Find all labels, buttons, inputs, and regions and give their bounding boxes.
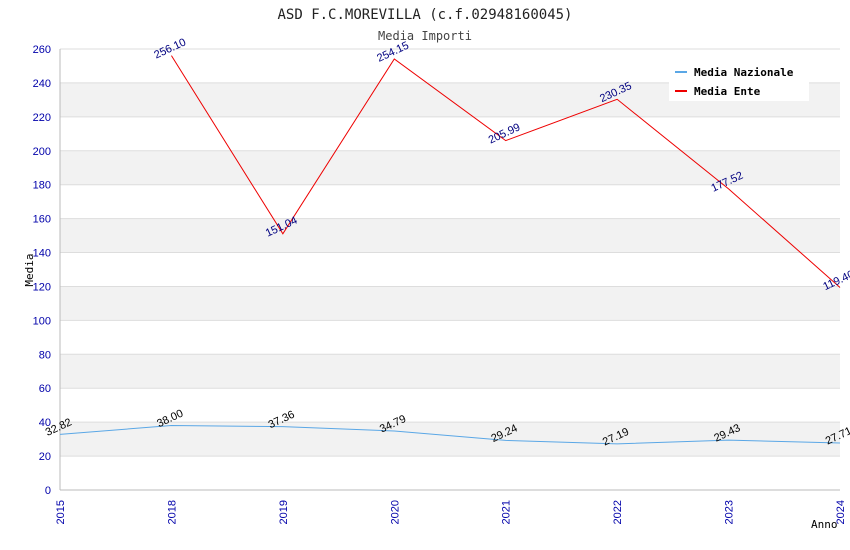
y-tick-label: 180 bbox=[33, 180, 51, 192]
y-tick-label: 260 bbox=[33, 44, 51, 56]
y-tick-label: 100 bbox=[33, 315, 51, 327]
plot-band bbox=[60, 354, 840, 389]
plot-band bbox=[60, 422, 840, 457]
chart-subtitle: Media Importi bbox=[378, 29, 472, 43]
plot-band bbox=[60, 286, 840, 321]
x-tick-label: 2015 bbox=[55, 500, 67, 524]
y-tick-label: 60 bbox=[39, 383, 51, 395]
y-tick-label: 20 bbox=[39, 451, 51, 463]
x-axis-title: Anno bbox=[811, 518, 838, 531]
x-tick-label: 2022 bbox=[612, 500, 624, 524]
x-axis-ticks: 2015 2018 2019 2020 2021 2022 2023 2024 bbox=[55, 500, 847, 524]
y-axis-ticks: 0 20 40 60 80 100 120 140 160 180 200 220 240 260 bbox=[33, 44, 51, 497]
legend-label: Media Ente bbox=[694, 85, 761, 98]
plot-band bbox=[60, 218, 840, 253]
series-line-media-nazionale bbox=[59, 425, 841, 445]
y-axis-title: Media bbox=[23, 253, 36, 286]
x-tick-label: 2021 bbox=[501, 500, 513, 524]
plot-band bbox=[60, 150, 840, 185]
legend: Media Nazionale Media Ente bbox=[669, 61, 809, 101]
y-tick-label: 140 bbox=[33, 248, 51, 260]
data-label: 205.99 bbox=[487, 121, 523, 146]
legend-label: Media Nazionale bbox=[694, 66, 794, 79]
series-line-media-ente bbox=[171, 55, 841, 288]
y-tick-label: 200 bbox=[33, 146, 51, 158]
y-tick-label: 160 bbox=[33, 214, 51, 226]
plot-bands bbox=[60, 82, 840, 457]
y-tick-label: 220 bbox=[33, 112, 51, 124]
legend-box bbox=[669, 61, 809, 101]
data-label: 256.10 bbox=[152, 36, 188, 61]
y-tick-label: 80 bbox=[39, 349, 51, 361]
x-tick-label: 2023 bbox=[724, 500, 736, 524]
x-tick-label: 2024 bbox=[835, 500, 847, 524]
x-tick-label: 2019 bbox=[278, 500, 290, 524]
y-tick-label: 120 bbox=[33, 281, 51, 293]
chart-title: ASD F.C.MOREVILLA (c.f.02948160045) bbox=[277, 7, 572, 23]
x-tick-label: 2018 bbox=[166, 500, 178, 524]
y-tick-label: 0 bbox=[45, 485, 51, 497]
x-tick-label: 2020 bbox=[389, 500, 401, 524]
y-tick-label: 40 bbox=[39, 417, 51, 429]
y-tick-label: 240 bbox=[33, 78, 51, 90]
